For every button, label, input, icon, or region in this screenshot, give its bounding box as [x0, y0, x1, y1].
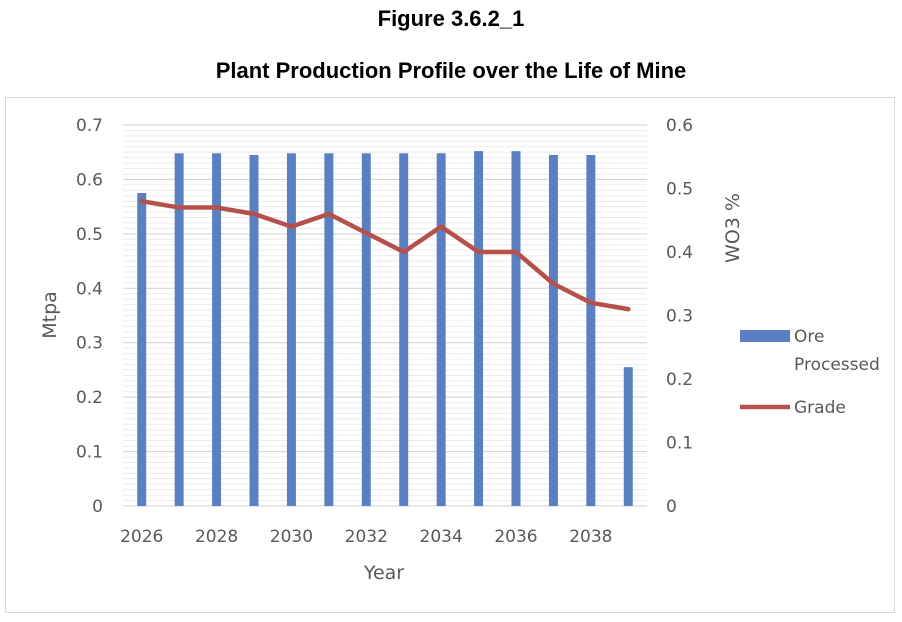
bar — [361, 153, 371, 506]
bar — [137, 193, 147, 507]
bar — [511, 151, 521, 506]
x-tick-label: 2026 — [120, 527, 163, 547]
figure-label: Figure 3.6.2_1 — [377, 6, 525, 31]
y2-tick-label: 0.1 — [666, 434, 693, 454]
legend-swatch-ore-processed — [740, 330, 790, 342]
bar — [249, 154, 259, 506]
y-axis-label: Mtpa — [39, 291, 61, 339]
bar — [286, 153, 296, 506]
bar — [586, 154, 596, 506]
x-axis-ticks: 2026 2028 2030 2032 2034 2036 2038 — [120, 527, 612, 547]
y2-axis-ticks: 0 0.1 0.2 0.3 0.4 0.5 0.6 — [666, 116, 693, 517]
bar — [212, 153, 222, 506]
bar — [474, 151, 484, 506]
legend-label-grade: Grade — [794, 398, 846, 418]
bar — [623, 367, 633, 506]
line-series — [139, 198, 631, 312]
x-tick-label: 2030 — [270, 527, 313, 547]
y-tick-label: 0.2 — [76, 388, 103, 408]
y2-tick-label: 0.2 — [666, 370, 693, 390]
bar — [174, 153, 184, 506]
y2-tick-label: 0.6 — [666, 116, 693, 136]
y-tick-label: 0.4 — [76, 279, 103, 299]
y-tick-label: 0 — [92, 497, 103, 517]
legend-label-ore-processed: Ore — [794, 327, 824, 347]
x-tick-label: 2032 — [345, 527, 388, 547]
legend-label-ore-processed: Processed — [794, 355, 880, 375]
x-tick-label: 2034 — [420, 527, 463, 547]
bar — [436, 153, 446, 506]
bar — [399, 153, 409, 506]
y-axis-ticks: 0 0.1 0.2 0.3 0.4 0.5 0.6 0.7 — [76, 116, 103, 517]
y2-tick-label: 0.5 — [666, 180, 693, 200]
chart-frame — [5, 97, 895, 613]
y-tick-label: 0.7 — [76, 116, 103, 136]
x-tick-label: 2036 — [494, 527, 537, 547]
gridlines — [123, 124, 647, 507]
grade-line — [139, 198, 631, 312]
x-axis-label: Year — [363, 562, 404, 584]
x-tick-label: 2038 — [569, 527, 612, 547]
bar-series — [137, 151, 633, 507]
y-tick-label: 0.1 — [76, 443, 103, 463]
bar — [548, 154, 558, 506]
x-tick-label: 2028 — [195, 527, 238, 547]
y2-tick-label: 0 — [666, 497, 677, 517]
y-tick-label: 0.6 — [76, 170, 103, 190]
legend: Ore Processed Grade — [740, 327, 880, 418]
y-tick-label: 0.3 — [76, 334, 103, 354]
bar — [324, 153, 334, 506]
y2-tick-label: 0.3 — [666, 307, 693, 327]
y-tick-label: 0.5 — [76, 225, 103, 245]
y2-axis-label: WO3 % — [722, 193, 744, 263]
y2-tick-label: 0.4 — [666, 243, 693, 263]
chart-title: Plant Production Profile over the Life o… — [215, 58, 687, 83]
